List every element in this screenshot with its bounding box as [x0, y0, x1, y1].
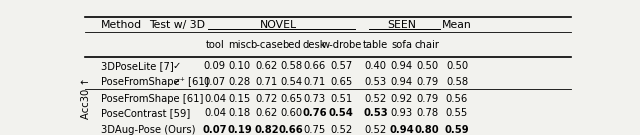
Text: 0.07: 0.07	[204, 77, 226, 87]
Text: SEEN: SEEN	[387, 20, 416, 30]
Text: 0.73: 0.73	[303, 94, 326, 104]
Text: 0.59: 0.59	[445, 124, 469, 134]
Text: PoseFromShape [61]: PoseFromShape [61]	[101, 94, 204, 104]
Text: 0.54: 0.54	[329, 108, 354, 118]
Text: 0.92: 0.92	[390, 94, 413, 104]
Text: 0.65: 0.65	[280, 94, 303, 104]
Text: 0.94: 0.94	[390, 77, 412, 87]
Text: 0.58: 0.58	[446, 77, 468, 87]
Text: ✓: ✓	[173, 77, 181, 87]
Text: misc: misc	[228, 40, 252, 50]
Text: 0.18: 0.18	[228, 108, 251, 118]
Text: 0.56: 0.56	[446, 94, 468, 104]
Text: table: table	[363, 40, 388, 50]
Text: 0.52: 0.52	[365, 124, 387, 134]
Text: 0.76: 0.76	[302, 108, 327, 118]
Text: b-case: b-case	[250, 40, 283, 50]
Text: 0.50: 0.50	[446, 61, 468, 71]
Text: 0.04: 0.04	[204, 108, 226, 118]
Text: 0.94: 0.94	[390, 61, 412, 71]
Text: chair: chair	[415, 40, 440, 50]
Text: 3DAug-Pose (Ours): 3DAug-Pose (Ours)	[101, 124, 195, 134]
Text: 0.66: 0.66	[303, 61, 326, 71]
Text: 0.93: 0.93	[390, 108, 412, 118]
Text: 0.07: 0.07	[203, 124, 227, 134]
Text: 0.55: 0.55	[446, 108, 468, 118]
Text: Mean: Mean	[442, 20, 472, 30]
Text: 0.62: 0.62	[255, 61, 278, 71]
Text: 0.71: 0.71	[303, 77, 326, 87]
Text: 0.57: 0.57	[330, 61, 353, 71]
Text: 0.40: 0.40	[365, 61, 387, 71]
Text: 0.52: 0.52	[365, 94, 387, 104]
Text: PoseContrast [59]: PoseContrast [59]	[101, 108, 190, 118]
Text: 0.53: 0.53	[365, 77, 387, 87]
Text: NOVEL: NOVEL	[260, 20, 297, 30]
Text: 0.58: 0.58	[280, 61, 302, 71]
Text: 0.19: 0.19	[227, 124, 252, 134]
Text: 0.52: 0.52	[330, 124, 353, 134]
Text: PoseFromShape⁺ [61]: PoseFromShape⁺ [61]	[101, 77, 209, 87]
Text: tool: tool	[205, 40, 224, 50]
Text: 0.28: 0.28	[228, 77, 251, 87]
Text: 0.66: 0.66	[279, 124, 303, 134]
Text: 3DPoseLite [7]: 3DPoseLite [7]	[101, 61, 173, 71]
Text: 0.71: 0.71	[255, 77, 278, 87]
Text: 0.80: 0.80	[415, 124, 440, 134]
Text: 0.10: 0.10	[228, 61, 251, 71]
Text: 0.75: 0.75	[303, 124, 326, 134]
Text: 0.15: 0.15	[228, 94, 251, 104]
Text: 0.04: 0.04	[204, 94, 226, 104]
Text: 0.78: 0.78	[416, 108, 438, 118]
Text: 0.62: 0.62	[255, 108, 278, 118]
Text: 0.79: 0.79	[416, 77, 438, 87]
Text: ✓: ✓	[173, 61, 181, 71]
Text: 0.82: 0.82	[254, 124, 279, 134]
Text: 0.51: 0.51	[330, 94, 353, 104]
Text: Method: Method	[101, 20, 142, 30]
Text: 0.72: 0.72	[255, 94, 278, 104]
Text: bed: bed	[282, 40, 301, 50]
Text: 0.54: 0.54	[280, 77, 302, 87]
Text: desk: desk	[303, 40, 326, 50]
Text: 0.79: 0.79	[416, 94, 438, 104]
Text: 0.50: 0.50	[416, 61, 438, 71]
Text: 0.09: 0.09	[204, 61, 226, 71]
Text: Test w/ 3D: Test w/ 3D	[148, 20, 205, 30]
Text: 0.53: 0.53	[364, 108, 388, 118]
Text: 0.94: 0.94	[389, 124, 414, 134]
Text: sofa: sofa	[391, 40, 412, 50]
Text: 0.65: 0.65	[330, 77, 353, 87]
Text: w-drobe: w-drobe	[321, 40, 362, 50]
Text: Acc30 ↑: Acc30 ↑	[81, 77, 91, 119]
Text: 0.60: 0.60	[280, 108, 302, 118]
